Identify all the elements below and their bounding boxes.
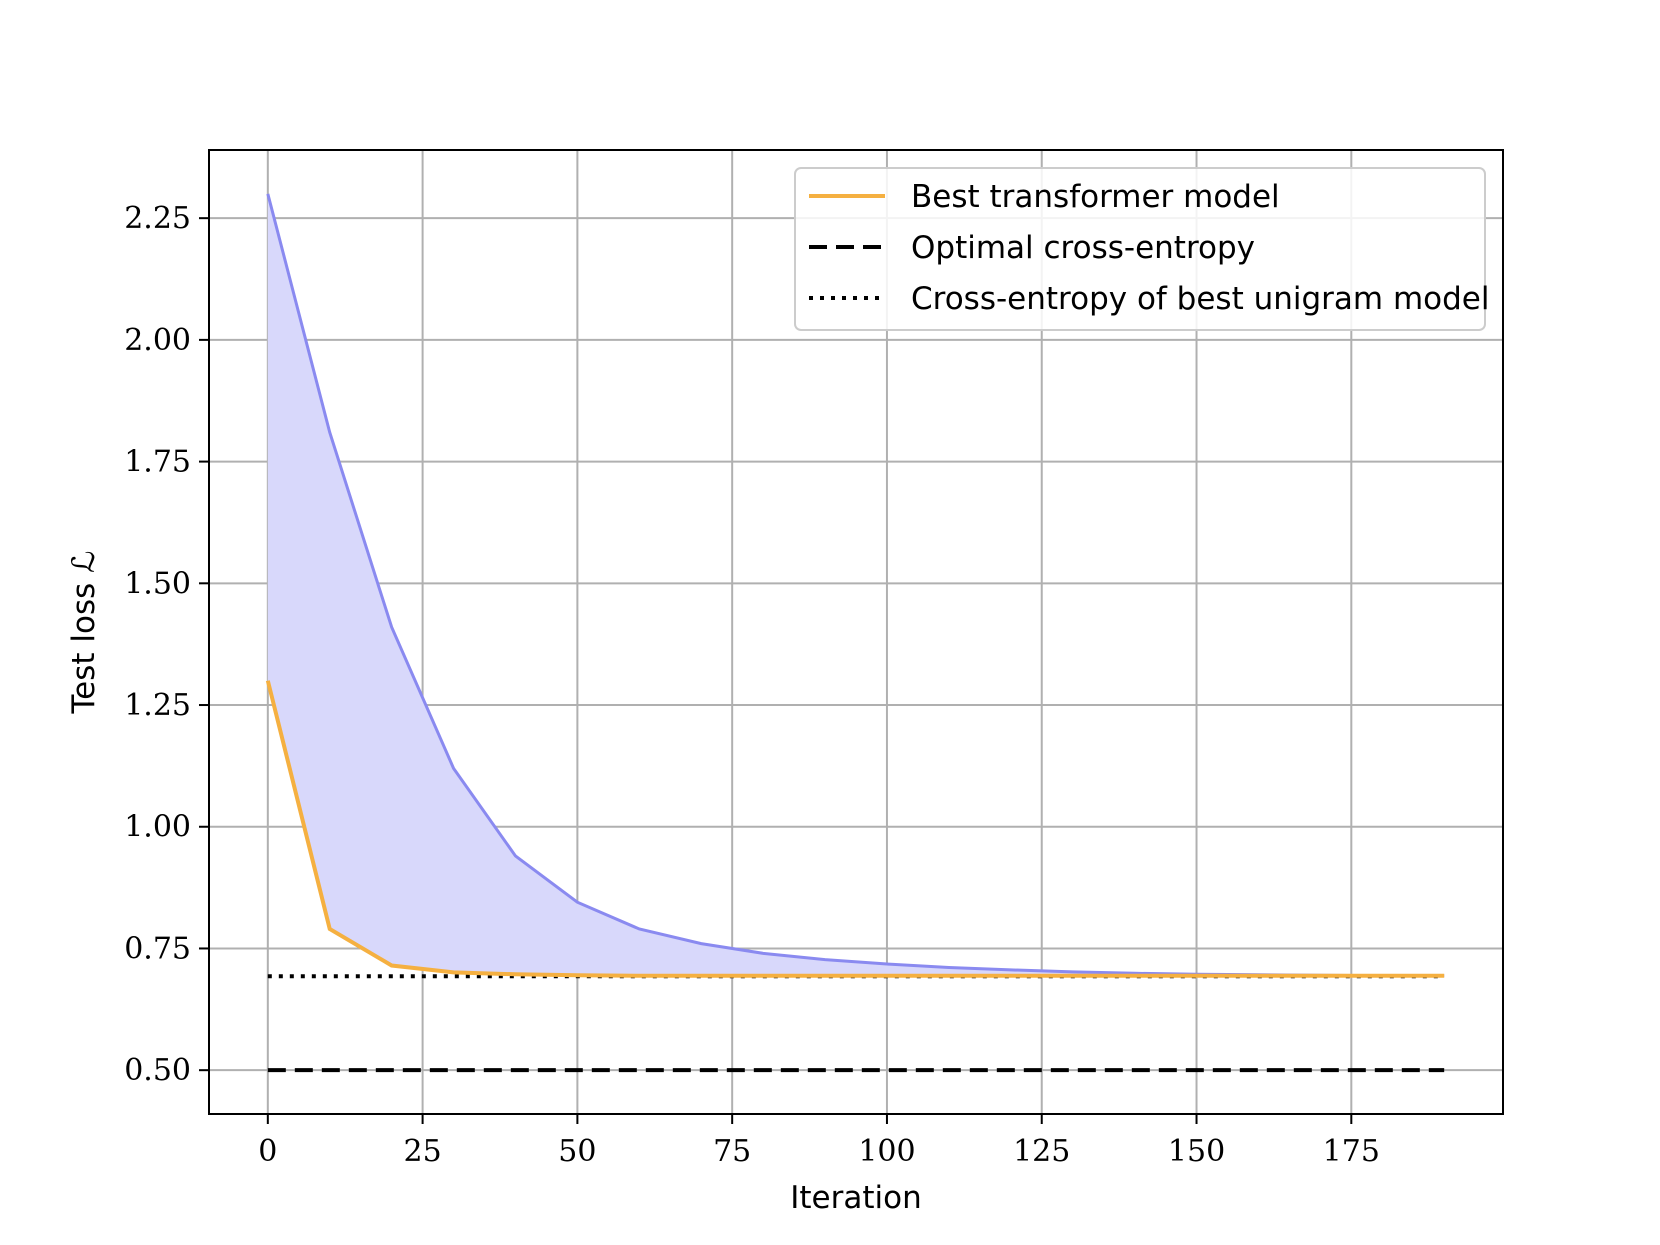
x-tick-label: 75	[713, 1134, 751, 1169]
y-tick-label: 0.75	[124, 931, 191, 966]
y-tick-label: 0.50	[124, 1053, 191, 1088]
y-tick-label: 1.00	[124, 810, 191, 845]
plot-frame	[208, 149, 1504, 1115]
legend-label-2: Cross-entropy of best unigram model	[911, 281, 1490, 317]
x-tick-label: 150	[1168, 1134, 1225, 1169]
y-tick-label: 2.00	[124, 323, 191, 358]
legend-label-0: Best transformer model	[911, 179, 1280, 215]
legend-label-1: Optimal cross-entropy	[911, 230, 1255, 266]
x-tick-label: 0	[258, 1134, 277, 1169]
x-tick-label: 125	[1013, 1134, 1070, 1169]
legend: Best transformer model Optimal cross-entr…	[794, 167, 1490, 331]
series-lines	[265, 680, 1445, 1073]
y-tick-label: 2.25	[124, 201, 191, 236]
x-tick-label: 50	[558, 1134, 596, 1169]
x-axis-title: Iteration	[790, 1180, 922, 1216]
legend-box	[794, 167, 1486, 331]
y-axis-title: Test loss ℒ	[66, 551, 102, 715]
y-tick-label: 1.25	[124, 688, 191, 723]
y-tick-label: 1.50	[124, 566, 191, 601]
series-line-0	[265, 680, 1445, 978]
x-tick-label: 100	[858, 1134, 915, 1169]
y-tick-label: 1.75	[124, 445, 191, 480]
x-tick-label: 175	[1323, 1134, 1380, 1169]
band-fill	[267, 193, 1445, 976]
axis-ticks: 0 25 50 75 100 125 150 175 0.50 0.75 1.00 1.25 1.50 1…	[124, 201, 1380, 1169]
x-tick-label: 25	[404, 1134, 442, 1169]
